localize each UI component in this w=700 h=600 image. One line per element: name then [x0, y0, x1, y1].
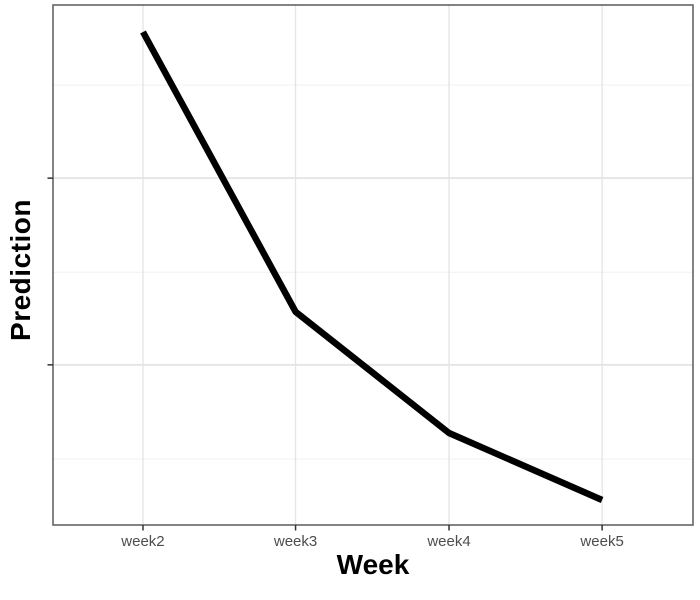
y-axis-title: Prediction — [5, 199, 36, 341]
panel-background — [53, 5, 693, 525]
x-axis-title: Week — [336, 549, 410, 580]
x-tick-labels: week2 week3 week4 week5 — [0, 533, 700, 551]
x-tick-label-week4: week4 — [427, 533, 471, 550]
x-tick-label-week2: week2 — [121, 533, 165, 550]
data-line — [140, 30, 604, 503]
x-tick-label-week5: week5 — [580, 533, 624, 550]
panel-border — [52, 4, 694, 526]
x-tick-label-week3: week3 — [273, 533, 318, 550]
